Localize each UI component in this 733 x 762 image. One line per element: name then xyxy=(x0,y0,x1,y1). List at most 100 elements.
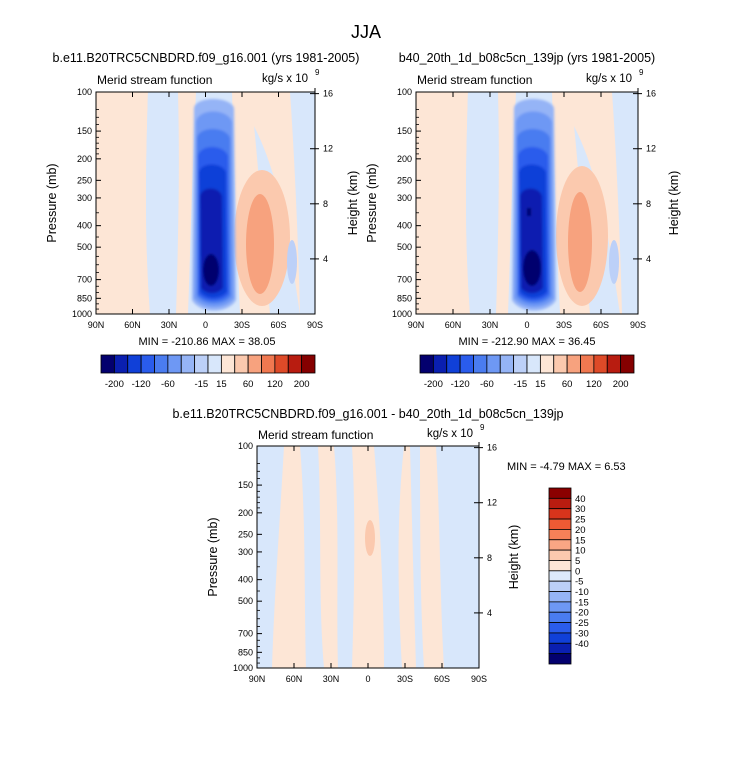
x-tick-label: 90N xyxy=(88,320,105,330)
y-tick-label: 100 xyxy=(238,441,253,451)
x-tick-label: 0 xyxy=(524,320,529,330)
panel-c-units-exp: 9 xyxy=(480,423,485,432)
colorbar-box xyxy=(548,560,572,572)
x-tick-label: 90N xyxy=(249,674,266,684)
x-tick-label: 30N xyxy=(323,674,340,684)
colorbar-box xyxy=(247,354,262,374)
figure-title: JJA xyxy=(351,22,381,42)
colorbar-box xyxy=(432,354,448,374)
colorbar-label: 40 xyxy=(575,494,586,505)
y-tick-label: 250 xyxy=(238,529,253,539)
x-tick-label: 90N xyxy=(408,320,425,330)
y-tick-label: 400 xyxy=(397,221,412,231)
y-tick-label: 150 xyxy=(77,126,92,136)
colorbar-box xyxy=(100,354,115,374)
x-tick-label: 90S xyxy=(307,320,323,330)
y-tick-label: 200 xyxy=(77,154,92,164)
colorbar-box xyxy=(548,622,572,634)
colorbar-box xyxy=(234,354,249,374)
panel-b-title: b40_20th_1d_b08c5cn_139jp (yrs 1981-2005… xyxy=(399,51,655,65)
panel-b-axes: 90N 60N 30N 0 30S 60S 90S 100 150 200 250 300 400 500… xyxy=(392,87,656,330)
x-tick-label: 60S xyxy=(593,320,609,330)
colorbar-box xyxy=(548,611,572,623)
panel-c-ylabel-right: Height (km) xyxy=(507,525,521,590)
x-tick-label: 0 xyxy=(365,674,370,684)
colorbar-box xyxy=(127,354,142,374)
colorbar-box xyxy=(419,354,434,374)
y-tick-label: 200 xyxy=(397,154,412,164)
colorbar-box xyxy=(620,354,635,374)
panel-c: b.e11.B20TRC5CNBDRD.f09_g16.001 - b40_20… xyxy=(172,407,625,684)
panel-c-field xyxy=(257,446,479,668)
panel-b: b40_20th_1d_b08c5cn_139jp (yrs 1981-2005… xyxy=(365,51,681,390)
colorbar-label: -20 xyxy=(575,608,589,619)
colorbar-label: -200 xyxy=(424,379,443,390)
colorbar-box xyxy=(180,354,196,374)
colorbar-label: -40 xyxy=(575,639,589,650)
y-tick-label: 250 xyxy=(77,175,92,185)
colorbar-label: 0 xyxy=(575,566,580,577)
x-tick-label: 30S xyxy=(556,320,572,330)
panel-a: b.e11.B20TRC5CNBDRD.f09_g16.001 (yrs 198… xyxy=(45,51,360,390)
colorbar-box xyxy=(548,580,572,592)
y-tick-label: 700 xyxy=(77,275,92,285)
panel-c-subtitle: Merid stream function xyxy=(258,428,373,442)
y-tick-label: 300 xyxy=(238,547,253,557)
colorbar-label: 20 xyxy=(575,525,586,536)
colorbar-label: -120 xyxy=(132,379,151,390)
colorbar-box xyxy=(548,570,572,582)
colorbar-box xyxy=(486,354,501,374)
x-tick-label: 60N xyxy=(286,674,303,684)
panel-c-title: b.e11.B20TRC5CNBDRD.f09_g16.001 - b40_20… xyxy=(172,407,563,421)
colorbar-box xyxy=(553,354,568,374)
colorbar-box xyxy=(548,518,572,530)
y-tick-label: 500 xyxy=(238,596,253,606)
y-tick-label: 300 xyxy=(397,193,412,203)
panel-b-stats: MIN = -212.90 MAX = 36.45 xyxy=(459,336,596,348)
x-tick-label: 90S xyxy=(471,674,487,684)
y-right-tick-label: 12 xyxy=(646,144,656,154)
panel-a-units-exp: 9 xyxy=(315,68,320,77)
colorbar-label: 60 xyxy=(562,379,573,390)
y-tick-label: 850 xyxy=(77,293,92,303)
x-tick-label: 30N xyxy=(161,320,178,330)
y-tick-label: 500 xyxy=(77,242,92,252)
colorbar-box xyxy=(548,487,572,499)
y-tick-label: 100 xyxy=(397,87,412,97)
y-right-tick-label: 8 xyxy=(646,199,651,209)
colorbar-label: 5 xyxy=(575,556,580,567)
colorbar-label: -15 xyxy=(575,597,589,608)
panel-b-colorbar: -200 -120 -60 -15 15 60 120 200 xyxy=(419,354,635,390)
panel-a-colorbar: -200 -120 -60 -15 15 60 120 200 xyxy=(100,354,316,390)
colorbar-box xyxy=(580,354,595,374)
panel-b-units: kg/s x 10 xyxy=(586,73,632,85)
x-tick-label: 0 xyxy=(203,320,208,330)
colorbar-label: -120 xyxy=(451,379,470,390)
x-tick-label: 30S xyxy=(397,674,413,684)
y-right-tick-label: 4 xyxy=(323,254,328,264)
y-tick-label: 1000 xyxy=(392,309,412,319)
panel-b-units-exp: 9 xyxy=(639,68,644,77)
colorbar-label: -60 xyxy=(480,379,494,390)
colorbar-box xyxy=(154,354,169,374)
colorbar-box xyxy=(220,354,236,374)
panel-b-subtitle: Merid stream function xyxy=(417,73,532,87)
y-right-tick-label: 12 xyxy=(323,144,333,154)
colorbar-label: -5 xyxy=(575,577,583,588)
panel-a-ylabel-right: Height (km) xyxy=(346,171,360,236)
colorbar-box xyxy=(548,642,572,655)
panel-a-stats: MIN = -210.86 MAX = 38.05 xyxy=(139,336,276,348)
panel-c-axes: 90N 60N 30N 0 30S 60S 90S 100 150 200 250 300 400 500… xyxy=(233,441,497,684)
x-tick-label: 60S xyxy=(434,674,450,684)
colorbar-label: 25 xyxy=(575,515,586,526)
y-right-tick-label: 8 xyxy=(323,199,328,209)
colorbar-label: -25 xyxy=(575,618,589,629)
colorbar-box xyxy=(167,354,182,374)
colorbar-box xyxy=(113,354,129,374)
x-tick-label: 60N xyxy=(445,320,462,330)
colorbar-label: -30 xyxy=(575,628,589,639)
colorbar-box xyxy=(606,354,622,374)
colorbar-box xyxy=(499,354,515,374)
colorbar-box xyxy=(526,354,541,374)
y-tick-label: 1000 xyxy=(233,663,253,673)
